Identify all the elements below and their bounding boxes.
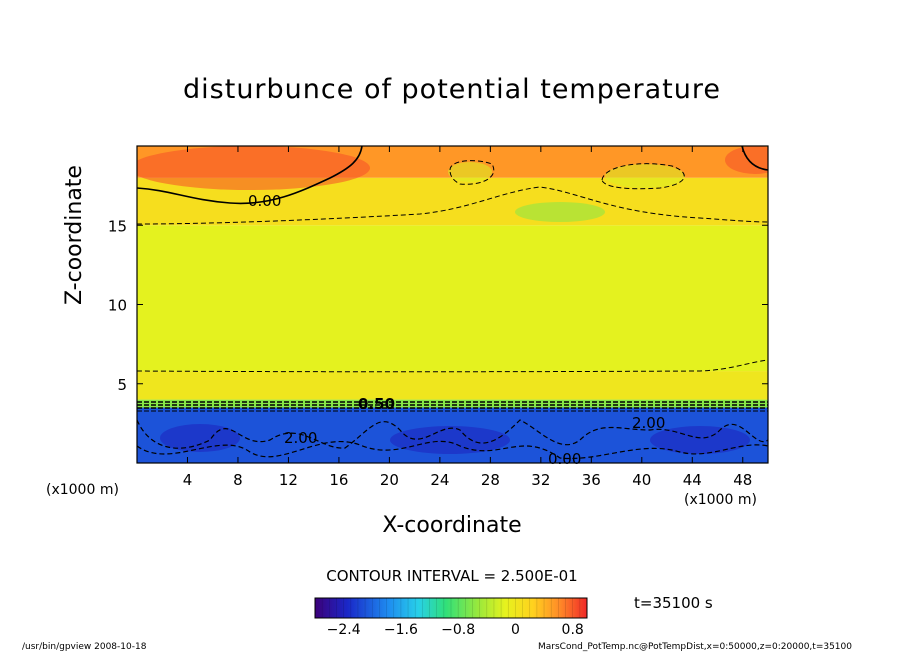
contour-label-3: 2.00 [632, 414, 665, 432]
colorbar-tick-label: 0.8 [561, 622, 584, 638]
contour-label-2: 2.00 [284, 429, 317, 447]
x-tick-label: 20 [380, 471, 399, 489]
x-axis-label: X-coordinate [382, 513, 522, 538]
field-blob-5 [160, 424, 240, 452]
z-unit-label: (x1000 m) [46, 482, 119, 498]
colorbar-tick-label: −0.8 [441, 622, 476, 638]
x-tick-label: 48 [733, 471, 752, 489]
field-blob-4 [605, 164, 685, 188]
x-tick-label: 36 [582, 471, 601, 489]
field-blob-0 [137, 146, 370, 190]
x-ticks: 4 8 12 16 20 24 28 32 36 40 44 48 [183, 146, 752, 489]
contour-lines [137, 146, 768, 460]
y-axis-label: Z-coordinate [62, 165, 87, 305]
chart-title: disturbunce of potential temperature [183, 74, 721, 105]
colorbar-divisions [314, 598, 588, 618]
x-tick-label: 16 [329, 471, 348, 489]
contour-labels: 0.00 2.00 2.00 0.50 0.00 [248, 192, 665, 468]
colorbar-tick-label: −2.4 [326, 622, 361, 638]
field-blob-3 [448, 162, 492, 182]
colorbar-tick-labels: −2.4 −1.6 −0.8 0 0.8 [0, 622, 904, 642]
y-tick-label: 10 [108, 297, 127, 315]
field-blob-6 [390, 426, 510, 454]
y-tick-label: 5 [117, 376, 127, 394]
field-layer-3 [137, 225, 768, 372]
contour-line-dashed-top-blob1 [449, 160, 495, 185]
y-tick-label: 15 [108, 217, 127, 235]
contour-line-wavy-minus2 [137, 419, 768, 449]
x-tick-label: 24 [430, 471, 449, 489]
field-blob-1 [725, 146, 768, 174]
x-tick-label: 32 [531, 471, 550, 489]
time-label: t=35100 s [634, 594, 713, 612]
contour-label-5: 0.00 [548, 450, 581, 468]
contour-line-dashed-top-blob2 [601, 163, 685, 190]
field-blob-2 [515, 202, 605, 222]
contour-line-wavy-bottom [137, 440, 768, 460]
colorbar [314, 597, 588, 619]
heatmap-field [137, 146, 768, 463]
contour-label-1: 0.00 [248, 192, 281, 210]
contour-label-4: 0.50 [358, 395, 395, 413]
x-tick-label: 8 [233, 471, 243, 489]
contour-line-zero-top [137, 146, 363, 205]
x-tick-label: 40 [632, 471, 651, 489]
footer-left: /usr/bin/gpview 2008-10-18 [22, 642, 147, 652]
x-tick-label: 28 [481, 471, 500, 489]
x-tick-label: 44 [683, 471, 702, 489]
contour-line-dashed-15 [137, 186, 768, 225]
field-layer-2 [137, 371, 768, 400]
field-layer-1 [137, 399, 768, 408]
colorbar-tick-label: −1.6 [383, 622, 418, 638]
contour-interval: CONTOUR INTERVAL = 2.500E-01 [326, 567, 578, 585]
x-tick-label: 4 [183, 471, 193, 489]
x-tick-label: 12 [279, 471, 298, 489]
field-blob-7 [650, 426, 750, 454]
colorbar-tick-label: 0 [510, 622, 520, 638]
x-unit-label: (x1000 m) [684, 492, 757, 508]
y-ticks: 5 10 15 [108, 217, 768, 394]
contour-line-dashed-6 [137, 359, 768, 373]
footer-right: MarsCond_PotTemp.nc@PotTempDist,x=0:5000… [538, 642, 852, 652]
